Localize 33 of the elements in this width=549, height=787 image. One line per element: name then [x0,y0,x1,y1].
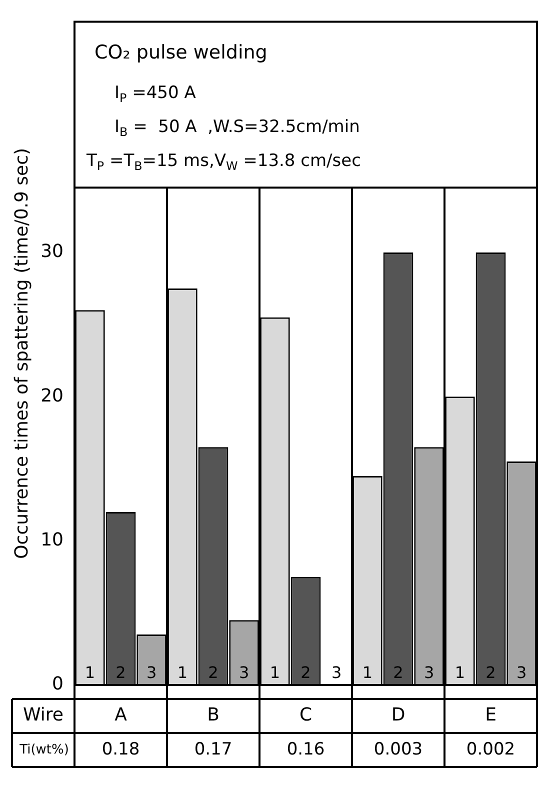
text: 3 [238,663,250,682]
text: 0.002 [466,739,516,760]
text: 1 [454,663,466,682]
text: 0.16 [286,739,325,760]
x-tick-label: A [114,704,128,726]
y-tick-label: 0 [52,674,64,695]
x-tick-label: B [207,704,220,726]
text: 3 [424,663,434,682]
text: 1 [177,663,188,682]
y-tick-label: 10 [40,530,64,550]
x-tick-label: E [485,704,496,726]
text: CO₂ pulse welding [94,42,268,64]
text: 3 [516,663,527,682]
text: 1 [362,663,373,682]
series-label: 1 [84,663,96,682]
text: 3 [331,663,342,682]
x-tick-label: C [299,704,312,726]
text: 2 [300,663,311,682]
text: 2 [486,663,496,682]
text: 0.17 [194,739,232,760]
x-axis-title: Wire [23,704,64,726]
x-tick-label: D [391,704,406,726]
text: Ti(wt%) [18,742,69,758]
text: 0.003 [374,739,423,760]
text: 2 [208,663,218,682]
y-axis-title: Occurrence times of spattering (time/0.9 sec) [11,148,32,559]
text: 2 [393,663,404,682]
text: 0.18 [102,739,140,760]
text: 1 [270,663,280,682]
y-tick-label: 30 [40,241,64,262]
y-tick-label: 20 [40,385,64,406]
series-label: 3 [146,663,157,682]
series-label: 2 [116,663,126,682]
